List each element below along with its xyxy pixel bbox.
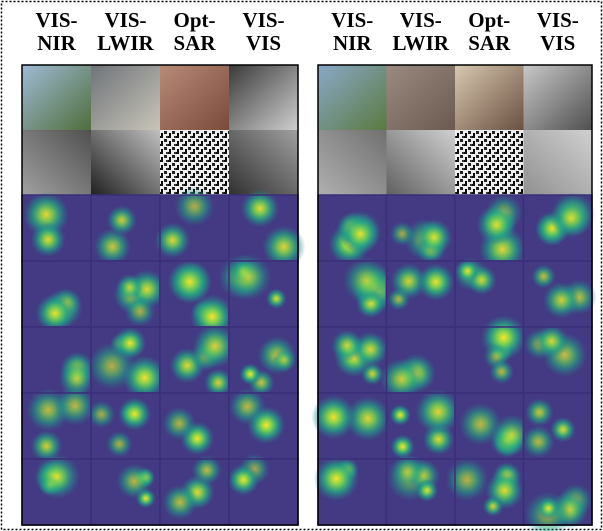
heatmap-blob: [340, 214, 380, 254]
column-header: SAR: [468, 31, 511, 55]
image-patch: [455, 65, 524, 130]
heatmap-blob: [88, 401, 116, 429]
heatmap-blob: [331, 330, 363, 362]
heatmap-blob: [174, 187, 214, 227]
column-header: NIR: [37, 31, 76, 55]
figure: VIS-NIRVIS-LWIROpt-SARVIS-VISVIS-NIRVIS-…: [0, 0, 603, 531]
image-patch: [91, 65, 160, 130]
image-patch: [318, 65, 387, 130]
image-patch: [387, 65, 456, 130]
heatmap-blob: [34, 454, 80, 500]
image-patch: [524, 65, 593, 130]
heatmap-blob: [416, 219, 452, 255]
image-patch: [160, 130, 229, 195]
heatmap-blob: [389, 404, 411, 426]
image-patch: [524, 130, 593, 195]
heatmap-blob: [456, 259, 480, 283]
column-header: VIS-: [400, 8, 442, 32]
heatmap-blob: [537, 497, 560, 520]
heatmap-blob: [106, 431, 133, 458]
image-patch: [455, 130, 524, 195]
image-patch: [22, 65, 91, 130]
heatmap-blob: [247, 406, 285, 444]
heatmap-blob: [162, 485, 197, 520]
heatmap-blob: [525, 398, 553, 426]
image-patch: [22, 130, 91, 195]
heatmap-blob: [94, 228, 131, 265]
heatmap-blob: [415, 389, 460, 434]
heatmap-blob: [314, 456, 359, 501]
heatmap-blob: [531, 264, 556, 289]
image-patch: [318, 130, 387, 195]
heatmap-blob: [417, 263, 455, 301]
heatmap-blob: [550, 417, 576, 443]
column-header: VIS: [540, 31, 575, 55]
heatmap-blob: [476, 205, 516, 245]
content: VIS-NIRVIS-LWIROpt-SARVIS-VISVIS-NIRVIS-…: [22, 8, 597, 531]
heatmap-blob: [266, 288, 287, 309]
column-header: VIS-: [242, 8, 284, 32]
image-patch: [387, 130, 456, 195]
heatmap-blob: [343, 257, 390, 304]
heatmap-blob: [239, 363, 261, 385]
heatmap-blob: [416, 479, 439, 502]
column-header: VIS-: [104, 8, 146, 32]
column-header: VIS: [246, 31, 281, 55]
heatmap-blob: [228, 464, 260, 496]
column-header: VIS-: [35, 8, 77, 32]
heatmap-blob: [551, 199, 591, 239]
image-patch: [91, 130, 160, 195]
image-patch: [229, 65, 298, 130]
heatmap-blob: [483, 496, 504, 517]
column-header: VIS-: [537, 8, 579, 32]
heatmap-blob: [116, 463, 152, 499]
heatmap-blob: [124, 296, 155, 327]
column-header: LWIR: [393, 31, 450, 55]
heatmap-blob: [167, 259, 212, 304]
heatmap-blob: [445, 458, 488, 501]
image-patch: [229, 130, 298, 195]
column-header: SAR: [173, 31, 216, 55]
heatmap-blob: [272, 348, 296, 372]
image-patch: [160, 65, 229, 130]
heatmap-blob: [114, 327, 147, 360]
heatmap-blob: [489, 359, 514, 384]
heatmap-blob: [522, 425, 555, 458]
heatmap-blob: [162, 407, 195, 440]
column-header: Opt-: [468, 8, 510, 32]
heatmap-blob: [118, 397, 152, 431]
column-header: Opt-: [174, 8, 216, 32]
column-header: NIR: [333, 31, 372, 55]
heatmap-blob: [535, 325, 568, 358]
column-header: VIS-: [331, 8, 373, 32]
column-header: LWIR: [97, 31, 154, 55]
heatmap-blob: [31, 222, 66, 257]
